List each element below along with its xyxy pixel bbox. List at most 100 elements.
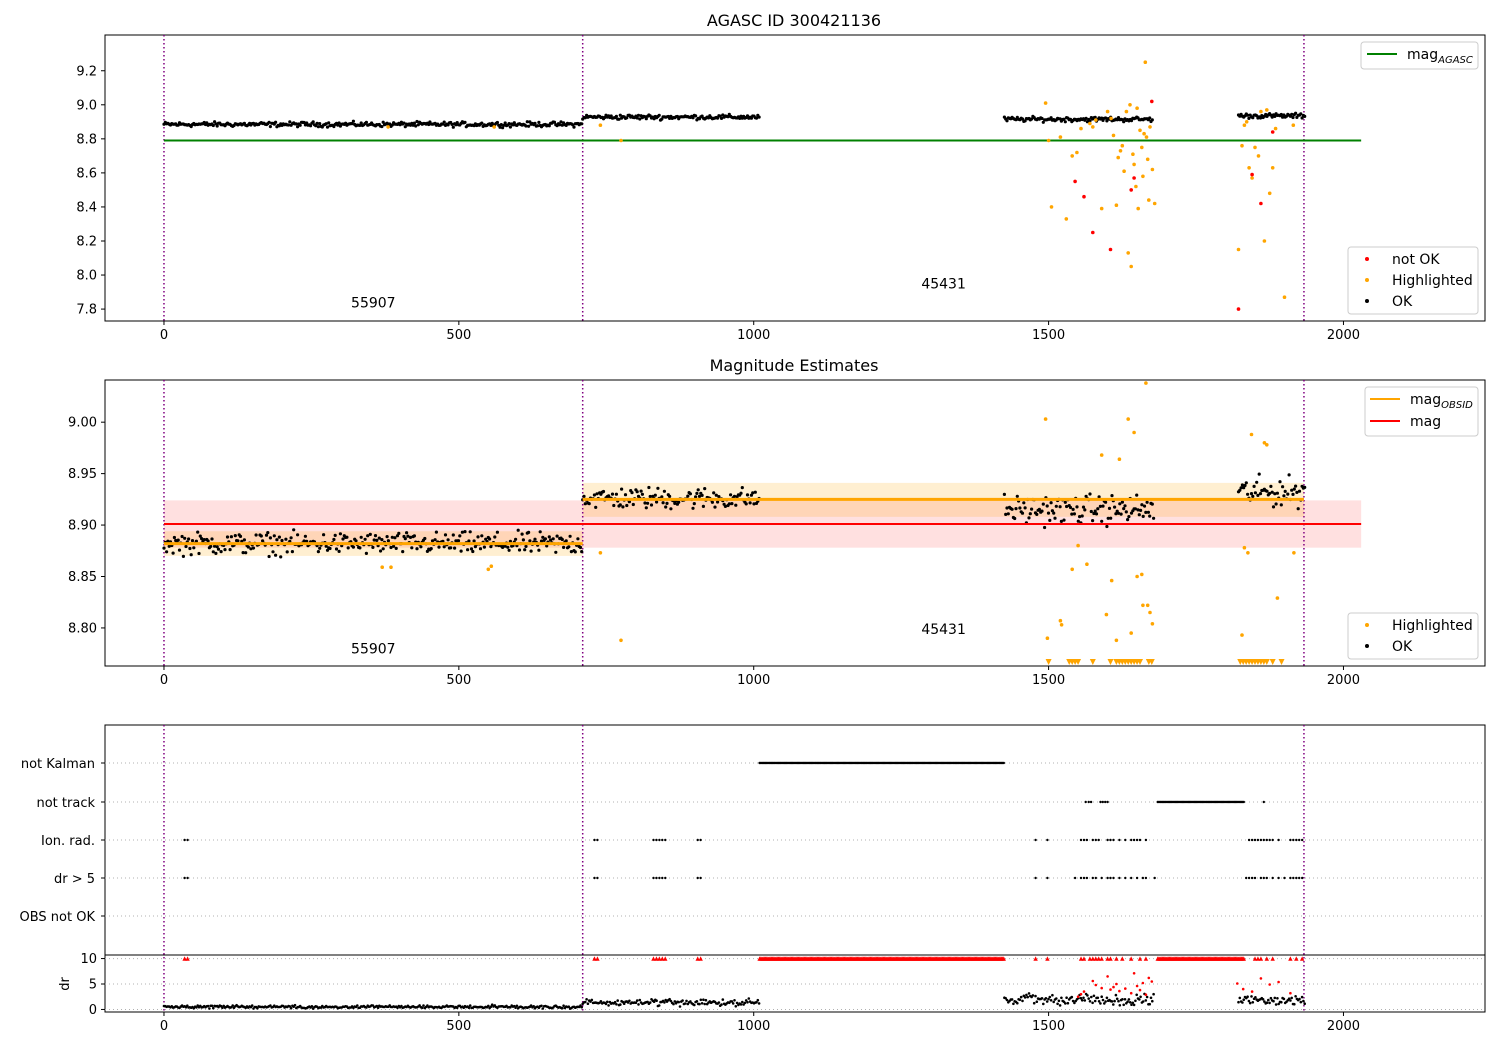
point-highlighted — [1262, 239, 1267, 243]
dr-point — [1113, 999, 1116, 1003]
point-highlighted — [1120, 143, 1125, 148]
point-highlighted — [1240, 633, 1244, 637]
point-highlighted — [1152, 201, 1157, 206]
point-ok — [229, 535, 233, 539]
dr-point — [1298, 997, 1301, 1001]
point-ok — [1072, 512, 1076, 516]
point-ok — [386, 539, 390, 543]
x-tick-label: 1000 — [737, 328, 770, 343]
point-ok — [516, 528, 520, 532]
dr-point — [540, 1004, 543, 1008]
dr-point — [1237, 1000, 1240, 1004]
flag-point — [1253, 838, 1257, 842]
point-ok — [267, 120, 271, 124]
point-ok — [437, 545, 441, 549]
dr-point — [1044, 997, 1048, 1000]
flag-point — [1097, 838, 1100, 842]
point-ok — [517, 548, 522, 552]
point-highlighted — [1141, 174, 1145, 179]
point-ok — [216, 547, 221, 551]
flag-point — [1138, 838, 1142, 842]
point-ok — [1100, 519, 1104, 523]
dr-point-over-limit — [592, 956, 597, 961]
point-ok — [558, 123, 562, 127]
point-ok — [200, 537, 204, 541]
flag-point — [1099, 800, 1102, 804]
point-ok — [1048, 518, 1052, 523]
point-ok — [172, 535, 176, 540]
point-ok — [567, 545, 571, 549]
dr-point — [1135, 993, 1138, 997]
flag-point — [1002, 761, 1005, 765]
point-ok — [351, 545, 355, 549]
point-ok — [1022, 501, 1026, 505]
point-ok — [328, 546, 332, 551]
point-ok — [215, 124, 219, 128]
point-ok — [1093, 509, 1097, 513]
legend-marker — [1365, 257, 1369, 261]
point-ok — [655, 500, 659, 504]
point-ok — [1037, 507, 1041, 511]
dr-point — [195, 1006, 198, 1009]
point-highlighted — [1070, 567, 1074, 572]
dr-point — [590, 998, 594, 1002]
dr-point — [1065, 996, 1068, 999]
point-ok — [322, 533, 326, 537]
legend-marker — [1365, 278, 1369, 282]
flag-point — [1144, 876, 1148, 880]
point-ok — [583, 502, 587, 506]
point-highlighted — [1079, 126, 1083, 131]
point-highlighted — [1142, 131, 1146, 136]
flag-point — [1250, 838, 1254, 842]
point-ok — [514, 537, 518, 541]
dr-point — [1034, 994, 1037, 998]
point-ok — [716, 500, 720, 504]
point-ok — [656, 486, 660, 490]
point-ok — [397, 531, 401, 536]
point-ok — [1049, 116, 1053, 120]
point-ok — [686, 494, 690, 498]
point-ok — [166, 539, 170, 543]
dr-point — [720, 1003, 723, 1006]
point-ok — [1092, 511, 1096, 516]
point-ok — [1040, 509, 1044, 513]
point-ok — [332, 537, 336, 542]
flag-point — [1073, 876, 1077, 880]
point-ok — [242, 538, 246, 542]
point-ok — [1084, 116, 1088, 120]
dr-point — [607, 1004, 610, 1007]
dr-point — [1123, 998, 1127, 1001]
point-ok — [359, 121, 363, 125]
point-highlighted — [1140, 572, 1144, 577]
point-ok — [406, 534, 410, 538]
point-ok — [334, 547, 339, 551]
legend-label: OK — [1392, 294, 1413, 310]
panel-magnitude-estimates: Magnitude Estimates 0 500 1000 1500 2000 8.80… — [68, 356, 1486, 688]
point-not-ok — [1082, 194, 1086, 199]
dr-point-red — [1082, 990, 1086, 993]
flag-point — [1082, 838, 1086, 842]
x-tick-label: 2000 — [1327, 328, 1360, 343]
dr-point — [637, 1003, 640, 1006]
point-ok — [388, 122, 392, 126]
flag-point — [1271, 876, 1274, 880]
point-ok — [620, 487, 624, 491]
dr-point — [1083, 999, 1087, 1002]
point-ok — [456, 539, 461, 543]
point-highlighted — [1259, 109, 1263, 114]
point-highlighted — [619, 638, 623, 643]
point-highlighted — [1275, 596, 1280, 600]
dr-point — [1026, 995, 1029, 999]
dr-point — [746, 1001, 749, 1004]
dr-point — [1134, 999, 1137, 1003]
point-ok — [1296, 507, 1300, 511]
point-not-ok — [1132, 176, 1136, 180]
dr-point — [689, 1000, 692, 1003]
flag-point — [1265, 876, 1269, 880]
point-ok — [1286, 492, 1290, 496]
point-ok — [639, 489, 643, 493]
point-ok — [302, 539, 306, 543]
dr-point-over-limit — [1264, 956, 1269, 961]
point-ok — [354, 539, 358, 543]
point-highlighted — [1109, 578, 1114, 583]
